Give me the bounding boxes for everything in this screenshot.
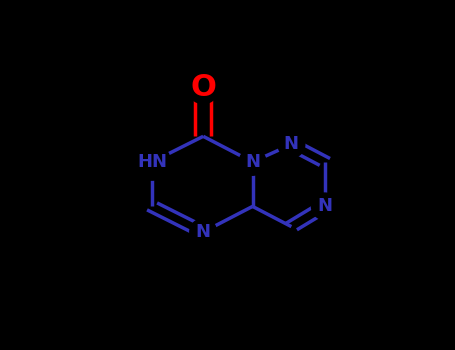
Ellipse shape bbox=[187, 72, 219, 104]
Ellipse shape bbox=[312, 193, 338, 220]
Text: N: N bbox=[318, 197, 332, 215]
Text: N: N bbox=[245, 153, 260, 171]
Ellipse shape bbox=[134, 144, 171, 180]
Ellipse shape bbox=[239, 149, 266, 175]
Text: HN: HN bbox=[137, 153, 167, 171]
Ellipse shape bbox=[190, 219, 217, 245]
Ellipse shape bbox=[278, 131, 305, 158]
Text: N: N bbox=[196, 223, 211, 241]
Text: O: O bbox=[190, 73, 216, 102]
Text: N: N bbox=[284, 135, 299, 153]
